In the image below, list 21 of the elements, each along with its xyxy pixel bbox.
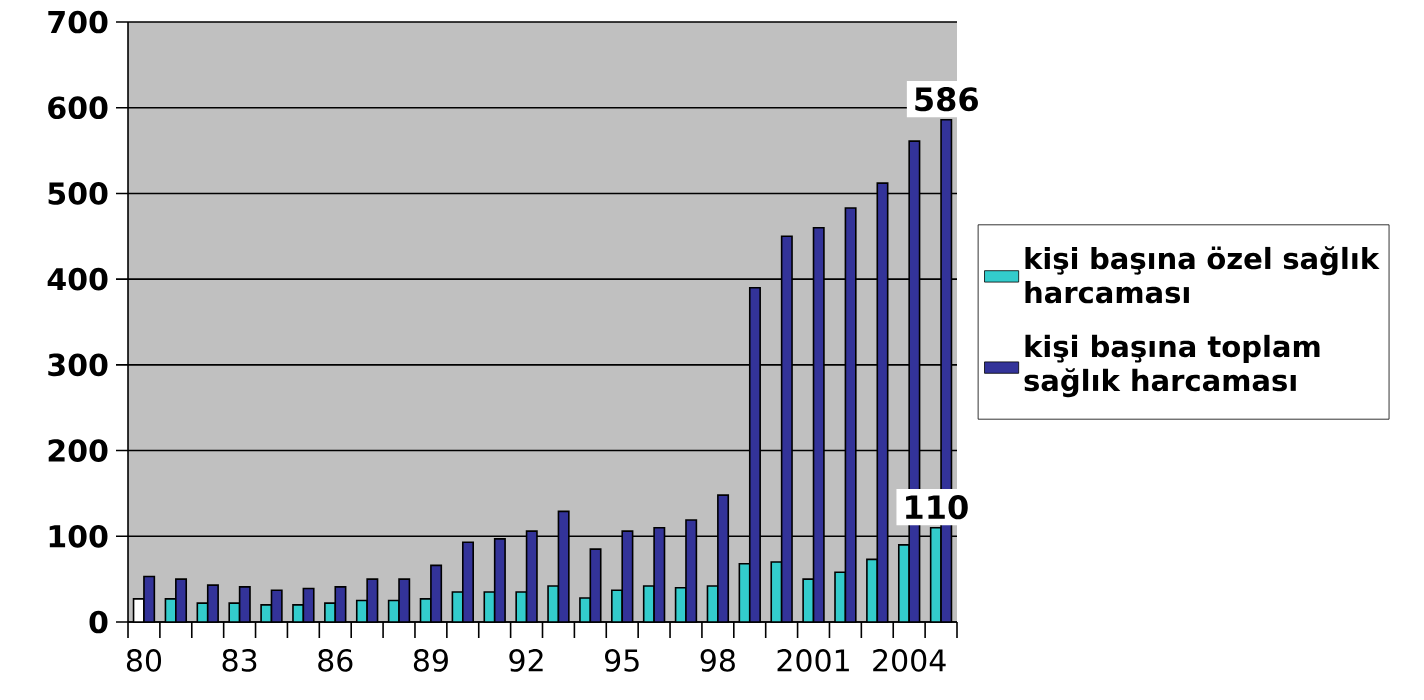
y-tick-label: 400 <box>47 267 108 291</box>
y-tick-label: 500 <box>48 182 108 205</box>
x-tick-label: 2004 <box>873 649 946 672</box>
legend-label: kişi başına toplam sağlık harcaması <box>1024 334 1320 398</box>
data-label: 110 <box>906 495 968 520</box>
x-tick-label: 2001 <box>777 649 849 672</box>
y-tick-label: 100 <box>49 524 108 548</box>
y-tick-label: 0 <box>89 610 108 634</box>
y-tick-label: 700 <box>48 10 108 34</box>
x-tick-label: 98 <box>700 649 735 672</box>
y-tick-label: 300 <box>48 353 108 377</box>
x-tick-label: 80 <box>126 649 162 672</box>
data-label: 586 <box>915 87 978 112</box>
legend-label: kişi başına özel sağlık harcaması <box>1025 246 1380 304</box>
x-tick-label: 86 <box>318 649 353 672</box>
y-tick-label: 200 <box>48 439 108 462</box>
y-tick-label: 600 <box>48 96 108 120</box>
x-tick-label: 89 <box>413 649 448 672</box>
x-tick-label: 92 <box>509 649 543 672</box>
x-tick-label: 83 <box>222 649 257 672</box>
x-tick-label: 95 <box>605 649 639 672</box>
